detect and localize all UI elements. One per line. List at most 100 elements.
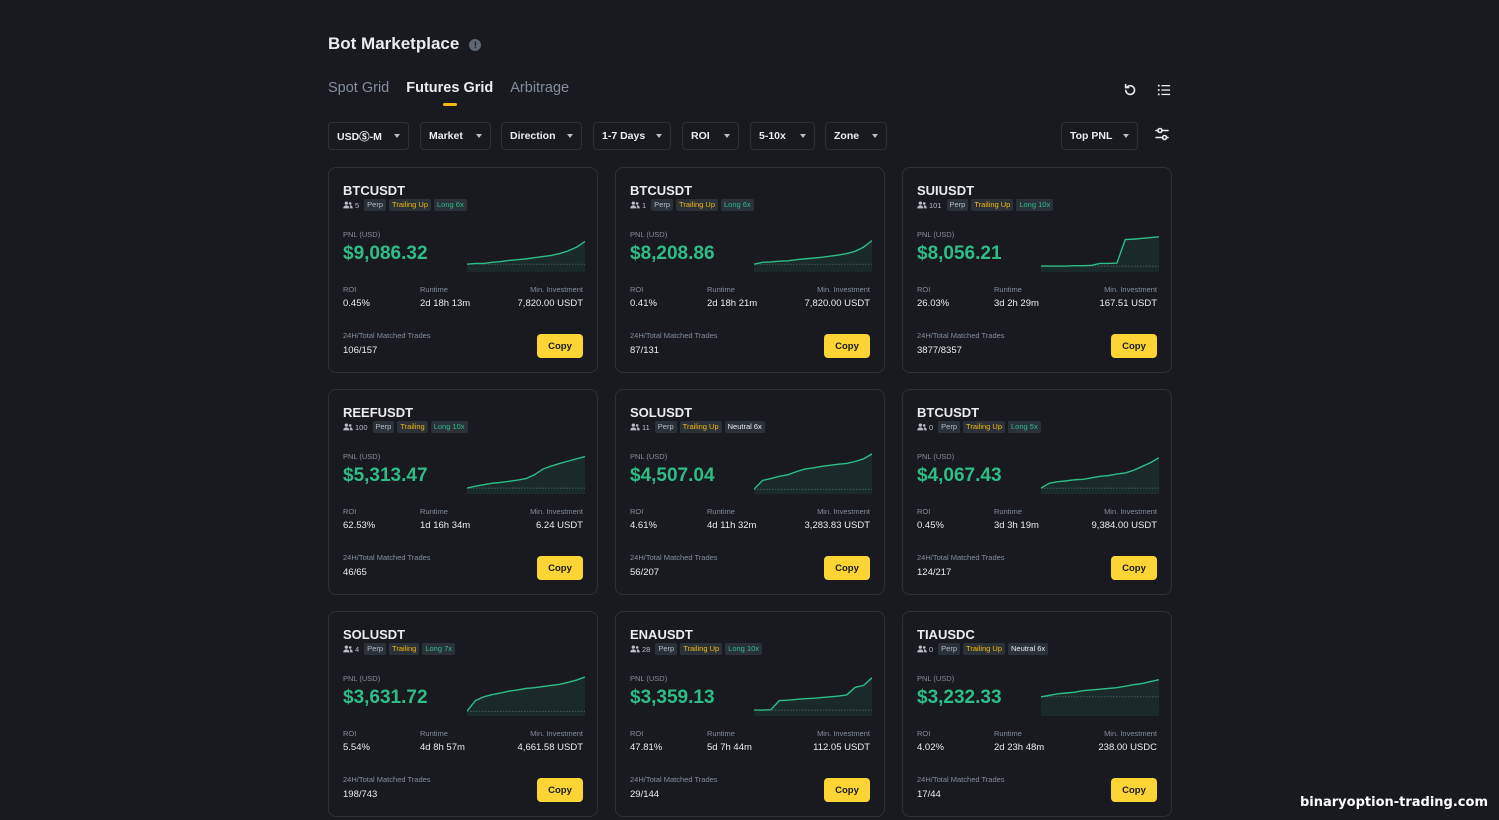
copier-count: 0 bbox=[917, 645, 933, 654]
trades-value: 56/207 bbox=[630, 567, 660, 578]
users-icon bbox=[343, 201, 353, 209]
min-investment-label: Min. Investment bbox=[1104, 285, 1157, 294]
pnl-label: PNL (USD) bbox=[917, 674, 955, 683]
sparkline-line bbox=[1041, 457, 1159, 489]
tag-direction: Long 6x bbox=[721, 199, 754, 211]
roi-value: 26.03% bbox=[917, 298, 950, 309]
copy-button[interactable]: Copy bbox=[824, 334, 870, 358]
filter-label: USDⓈ-M bbox=[337, 130, 382, 143]
filter-leverage[interactable]: 5-10x bbox=[750, 122, 815, 150]
runtime-value: 5d 7h 44m bbox=[707, 742, 752, 753]
runtime-value: 2d 18h 21m bbox=[707, 298, 758, 309]
copier-count-value: 101 bbox=[929, 200, 942, 210]
roi-value: 0.41% bbox=[630, 298, 657, 309]
chevron-down-icon bbox=[872, 134, 878, 138]
card-symbol: BTCUSDT bbox=[917, 405, 980, 420]
min-investment-label: Min. Investment bbox=[1104, 729, 1157, 738]
sort-label: Top PNL bbox=[1070, 130, 1113, 142]
trades-label: 24H/Total Matched Trades bbox=[343, 331, 431, 340]
sparkline-area bbox=[467, 456, 585, 494]
bot-card[interactable]: BTCUSDT 5 Perp Trailing Up Long 6x PNL (USD) $… bbox=[328, 167, 598, 373]
copy-button[interactable]: Copy bbox=[537, 556, 583, 580]
bot-card[interactable]: SOLUSDT 4 Perp Trailing Long 7x PNL (USD) $3,6… bbox=[328, 611, 598, 817]
filter-label: Market bbox=[429, 130, 463, 142]
card-tags: 0 Perp Trailing Up Long 5x bbox=[917, 421, 1041, 433]
watermark: binaryoption-trading.com bbox=[1299, 795, 1488, 810]
tab-arbitrage[interactable]: Arbitrage bbox=[510, 80, 570, 96]
tag-direction: Neutral 6x bbox=[724, 421, 765, 433]
sparkline-line bbox=[467, 240, 585, 265]
copy-button[interactable]: Copy bbox=[1111, 778, 1157, 802]
min-investment-label: Min. Investment bbox=[530, 729, 583, 738]
runtime-value: 3d 2h 29m bbox=[994, 298, 1039, 309]
copy-button[interactable]: Copy bbox=[1111, 334, 1157, 358]
roi-label: ROI bbox=[630, 729, 644, 738]
trades-value: 3877/8357 bbox=[917, 345, 962, 356]
sliders-icon[interactable] bbox=[1154, 126, 1170, 142]
refresh-icon[interactable] bbox=[1122, 82, 1138, 98]
bot-card[interactable]: ENAUSDT 28 Perp Trailing Up Long 10x PNL (USD… bbox=[615, 611, 885, 817]
roi-label: ROI bbox=[917, 285, 931, 294]
tag-grid-mode: Trailing bbox=[397, 421, 428, 433]
copy-button[interactable]: Copy bbox=[537, 334, 583, 358]
list-view-icon[interactable] bbox=[1156, 82, 1172, 98]
filter-roi[interactable]: ROI bbox=[682, 122, 739, 150]
filter-bar: USDⓈ-M Market Direction 1-7 Days ROI 5-1… bbox=[328, 122, 1172, 150]
sparkline-line bbox=[1041, 236, 1159, 267]
chevron-down-icon bbox=[656, 134, 662, 138]
tag-contract-type: Perp bbox=[655, 643, 678, 655]
info-icon[interactable]: ! bbox=[469, 39, 482, 51]
filter-direction[interactable]: Direction bbox=[501, 122, 582, 150]
tag-contract-type: Perp bbox=[938, 643, 961, 655]
pnl-sparkline bbox=[467, 676, 585, 716]
chevron-down-icon bbox=[476, 134, 482, 138]
min-investment-value: 112.05 USDT bbox=[813, 742, 870, 753]
runtime-label: Runtime bbox=[420, 729, 448, 738]
card-symbol: BTCUSDT bbox=[343, 183, 406, 198]
min-investment-value: 4,661.58 USDT bbox=[517, 742, 583, 753]
page-title: Bot Marketplace bbox=[328, 34, 460, 53]
sort-dropdown[interactable]: Top PNL bbox=[1061, 122, 1138, 150]
bot-card[interactable]: SUIUSDT 101 Perp Trailing Up Long 10x PNL (US… bbox=[902, 167, 1172, 373]
pnl-value: $4,507.04 bbox=[630, 465, 715, 486]
filter-label: 1-7 Days bbox=[602, 130, 646, 142]
title-row: Bot Marketplace ! bbox=[328, 34, 482, 54]
filter-zone[interactable]: Zone bbox=[825, 122, 887, 150]
users-icon bbox=[630, 645, 640, 653]
tag-contract-type: Perp bbox=[372, 421, 395, 433]
bot-card[interactable]: REEFUSDT 100 Perp Trailing Long 10x PNL (USD)… bbox=[328, 389, 598, 595]
copier-count-value: 1 bbox=[642, 200, 647, 210]
pnl-value: $8,208.86 bbox=[630, 243, 715, 264]
chevron-down-icon bbox=[1123, 134, 1129, 138]
trades-value: 106/157 bbox=[343, 345, 378, 356]
copy-button[interactable]: Copy bbox=[824, 778, 870, 802]
tab-spot-grid[interactable]: Spot Grid bbox=[328, 80, 390, 96]
copy-button[interactable]: Copy bbox=[824, 556, 870, 580]
runtime-label: Runtime bbox=[994, 729, 1022, 738]
tab-futures-grid[interactable]: Futures Grid bbox=[406, 80, 493, 106]
pnl-sparkline bbox=[754, 453, 872, 494]
filter-market[interactable]: Market bbox=[420, 122, 491, 150]
filter-margin-type[interactable]: USDⓈ-M bbox=[328, 122, 409, 150]
chevron-down-icon bbox=[724, 134, 730, 138]
users-icon bbox=[917, 645, 927, 653]
chevron-down-icon bbox=[800, 134, 806, 138]
tag-grid-mode: Trailing Up bbox=[963, 421, 1005, 433]
pnl-label: PNL (USD) bbox=[630, 230, 668, 239]
copier-count-value: 5 bbox=[355, 200, 360, 210]
pnl-label: PNL (USD) bbox=[630, 674, 668, 683]
bot-card[interactable]: BTCUSDT 0 Perp Trailing Up Long 5x PNL (USD) $… bbox=[902, 389, 1172, 595]
bot-card[interactable]: BTCUSDT 1 Perp Trailing Up Long 6x PNL (USD) $… bbox=[615, 167, 885, 373]
users-icon bbox=[630, 201, 640, 209]
bot-card[interactable]: TIAUSDC 0 Perp Trailing Up Neutral 6x PNL (US… bbox=[902, 611, 1172, 817]
bot-card[interactable]: SOLUSDT 11 Perp Trailing Up Neutral 6x PNL (U… bbox=[615, 389, 885, 595]
trades-value: 46/65 bbox=[343, 567, 367, 578]
filter-runtime[interactable]: 1-7 Days bbox=[593, 122, 671, 150]
copy-button[interactable]: Copy bbox=[1111, 556, 1157, 580]
copy-button[interactable]: Copy bbox=[537, 778, 583, 802]
tag-direction: Long 10x bbox=[1016, 199, 1054, 211]
card-tags: 5 Perp Trailing Up Long 6x bbox=[343, 199, 467, 211]
sparkline-line bbox=[754, 453, 872, 490]
min-investment-value: 167.51 USDT bbox=[1099, 298, 1157, 309]
tag-direction: Long 10x bbox=[430, 421, 468, 433]
